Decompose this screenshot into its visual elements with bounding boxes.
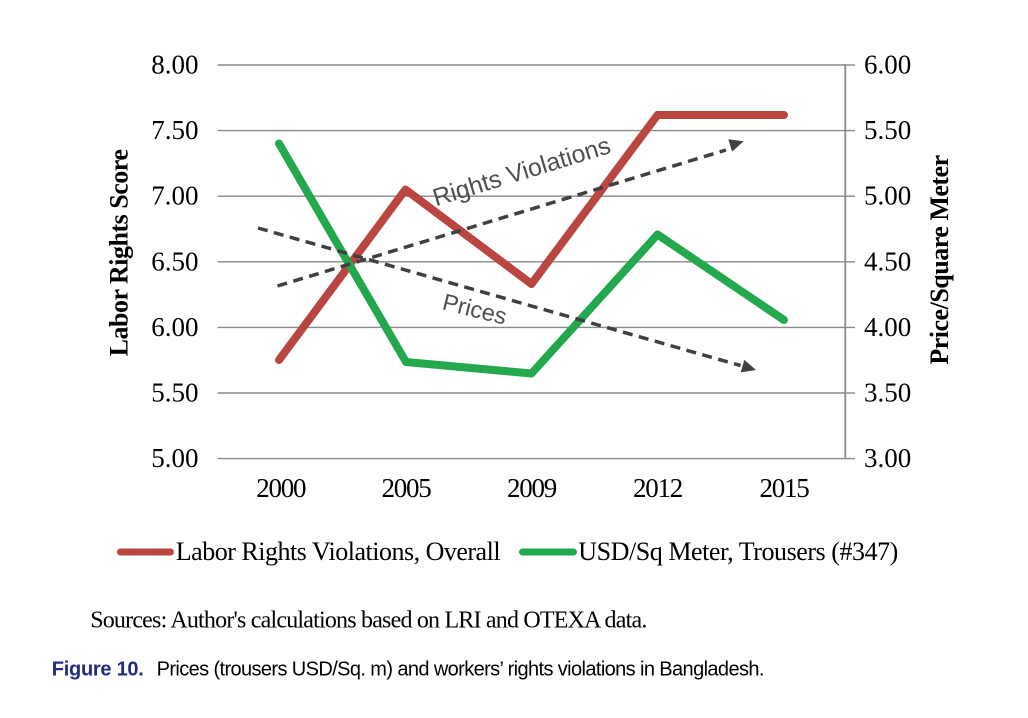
svg-text:Figure 10.: Figure 10. — [52, 659, 144, 681]
svg-text:2009: 2009 — [507, 473, 557, 503]
svg-text:6.50: 6.50 — [151, 246, 198, 276]
svg-text:7.00: 7.00 — [151, 181, 198, 211]
svg-text:6.00: 6.00 — [151, 312, 198, 342]
svg-text:Sources: Author's calculations: Sources: Author's calculations based on … — [90, 608, 646, 634]
svg-text:Price/Square Meter: Price/Square Meter — [925, 155, 954, 364]
svg-text:4.50: 4.50 — [864, 246, 911, 276]
svg-text:3.00: 3.00 — [864, 443, 911, 473]
svg-text:3.50: 3.50 — [864, 378, 911, 408]
svg-text:4.00: 4.00 — [864, 312, 911, 342]
svg-text:2015: 2015 — [760, 473, 810, 503]
svg-text:2012: 2012 — [633, 473, 683, 503]
svg-text:5.50: 5.50 — [864, 115, 911, 145]
svg-text:Labor Rights Violations, Overa: Labor Rights Violations, Overall — [176, 537, 501, 566]
svg-text:5.50: 5.50 — [151, 378, 198, 408]
svg-text:Prices (trousers USD/Sq. m) an: Prices (trousers USD/Sq. m) and workers’… — [157, 659, 764, 681]
svg-text:5.00: 5.00 — [151, 443, 198, 473]
svg-text:7.50: 7.50 — [151, 115, 198, 145]
svg-text:6.00: 6.00 — [864, 50, 911, 80]
svg-text:2000: 2000 — [256, 473, 306, 503]
svg-text:8.00: 8.00 — [151, 50, 198, 80]
svg-text:USD/Sq Meter, Trousers (#347): USD/Sq Meter, Trousers (#347) — [578, 537, 898, 566]
svg-text:Labor Rights Score: Labor Rights Score — [104, 150, 133, 357]
svg-text:2005: 2005 — [382, 473, 432, 503]
svg-text:5.00: 5.00 — [864, 181, 911, 211]
